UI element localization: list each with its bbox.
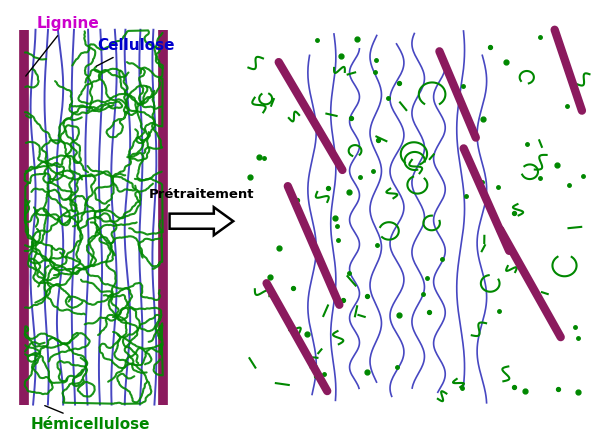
Text: Prétraitement: Prétraitement <box>149 188 254 201</box>
Text: Hémicellulose: Hémicellulose <box>31 406 151 432</box>
Text: Cellulose: Cellulose <box>96 38 174 66</box>
FancyArrow shape <box>170 207 233 235</box>
Text: Lignine: Lignine <box>26 16 99 76</box>
